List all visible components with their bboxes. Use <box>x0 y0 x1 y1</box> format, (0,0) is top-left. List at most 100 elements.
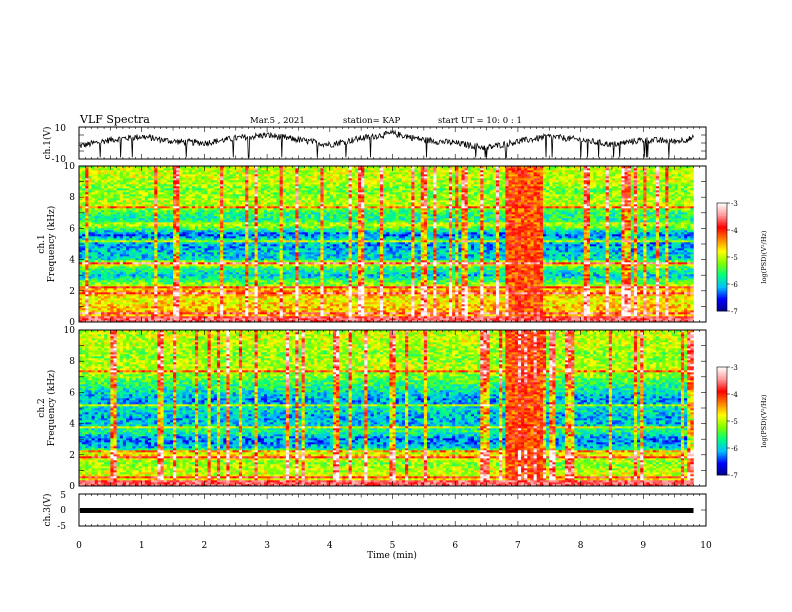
spectrogram-cell <box>261 306 264 308</box>
spectrogram-cell <box>515 288 518 290</box>
spectrogram-cell <box>135 298 138 300</box>
spectrogram-cell <box>189 318 192 320</box>
spectrogram-cell <box>298 302 301 304</box>
spectrogram-cell <box>609 302 612 304</box>
spectrogram-cell <box>483 284 486 286</box>
spectrogram-cell <box>242 282 245 284</box>
spectrogram-cell <box>211 310 214 312</box>
spectrogram-cell <box>452 278 455 280</box>
spectrogram-cell <box>684 282 687 284</box>
spectrogram-cell <box>499 300 502 302</box>
spectrogram-cell <box>389 306 392 308</box>
spectrogram-cell <box>367 302 370 304</box>
spectrogram-cell <box>352 306 355 308</box>
spectrogram-cell <box>377 308 380 310</box>
spectrogram-cell <box>643 294 646 296</box>
spectrogram-cell <box>465 278 468 280</box>
spectrogram-cell <box>277 314 280 316</box>
spectrogram-cell <box>628 294 631 296</box>
spectrogram-cell <box>320 288 323 290</box>
spectrogram-cell <box>85 274 88 276</box>
spectrogram-cell <box>223 274 226 276</box>
spectrogram-cell <box>527 306 530 308</box>
spectrogram-cell <box>534 306 537 308</box>
spectrogram-cell <box>157 294 160 296</box>
spectrogram-cell <box>82 284 85 286</box>
spectrogram-cell <box>157 306 160 308</box>
spectrogram-cell <box>367 290 370 292</box>
spectrogram-cell <box>164 296 167 298</box>
spectrogram-cell <box>270 310 273 312</box>
spectrogram-cell <box>157 314 160 316</box>
spectrogram-cell <box>668 296 671 298</box>
spectrogram-cell <box>336 308 339 310</box>
spectrogram-cell <box>612 302 615 304</box>
spectrogram-cell <box>308 316 311 318</box>
spectrogram-cell <box>324 314 327 316</box>
spectrogram-cell <box>98 310 101 312</box>
spectrogram-cell <box>383 306 386 308</box>
spectrogram-cell <box>408 310 411 312</box>
spectrogram-cell <box>173 284 176 286</box>
spectrogram-cell <box>214 312 217 314</box>
spectrogram-cell <box>568 278 571 280</box>
spectrogram-cell <box>687 312 690 314</box>
spectrogram-cell <box>668 316 671 318</box>
spectrogram-cell <box>665 308 668 310</box>
spectrogram-cell <box>687 304 690 306</box>
spectrogram-cell <box>233 296 236 298</box>
spectrogram-cell <box>298 306 301 308</box>
spectrogram-cell <box>95 310 98 312</box>
spectrogram-cell <box>148 302 151 304</box>
spectrogram-cell <box>333 286 336 288</box>
spectrogram-cell <box>361 282 364 284</box>
spectrogram-cell <box>672 296 675 298</box>
spectrogram-cell <box>681 290 684 292</box>
spectrogram-cell <box>665 302 668 304</box>
spectrogram-cell <box>389 284 392 286</box>
spectrogram-cell <box>320 294 323 296</box>
spectrogram-cell <box>665 296 668 298</box>
spectrogram-cell <box>684 300 687 302</box>
spectrogram-cell <box>596 294 599 296</box>
spectrogram-cell <box>524 294 527 296</box>
spectrogram-cell <box>220 290 223 292</box>
spectrogram-cell <box>646 302 649 304</box>
spectrogram-cell <box>593 278 596 280</box>
spectrogram-cell <box>621 318 624 320</box>
spectrogram-cell <box>135 278 138 280</box>
spectrogram-cell <box>239 274 242 276</box>
spectrogram-cell <box>117 310 120 312</box>
spectrogram-cell <box>339 294 342 296</box>
spectrogram-cell <box>675 288 678 290</box>
spectrogram-cell <box>480 296 483 298</box>
spectrogram-cell <box>104 294 107 296</box>
spectrogram-cell <box>123 272 126 274</box>
spectrogram-cell <box>107 316 110 318</box>
spectrogram-cell <box>678 288 681 290</box>
spectrogram-cell <box>562 300 565 302</box>
spectrogram-cell <box>92 310 95 312</box>
spectrogram-cell <box>330 316 333 318</box>
spectrogram-cell <box>596 292 599 294</box>
spectrogram-cell <box>440 308 443 310</box>
spectrogram-cell <box>349 288 352 290</box>
spectrogram-cell <box>320 302 323 304</box>
spectrogram-cell <box>606 288 609 290</box>
spectrogram-cell <box>452 300 455 302</box>
spectrogram-cell <box>449 294 452 296</box>
spectrogram-cell <box>549 294 552 296</box>
spectrogram-cell <box>270 280 273 282</box>
spectrogram-cell <box>612 312 615 314</box>
spectrogram-cell <box>634 294 637 296</box>
spectrogram-cell <box>581 274 584 276</box>
spectrogram-cell <box>452 314 455 316</box>
spectrogram-cell <box>505 274 508 276</box>
spectrogram-cell <box>543 292 546 294</box>
spectrogram-cell <box>599 316 602 318</box>
spectrogram-cell <box>236 288 239 290</box>
spectrogram-cell <box>314 314 317 316</box>
spectrogram-cell <box>637 286 640 288</box>
spectrogram-cell <box>559 314 562 316</box>
spectrogram-cell <box>427 300 430 302</box>
